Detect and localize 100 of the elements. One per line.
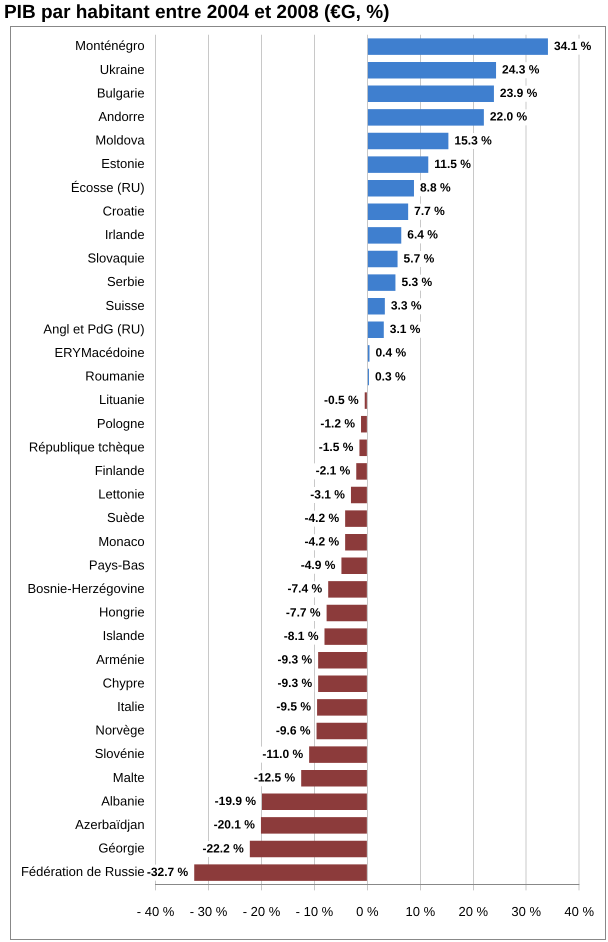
chart-title: PIB par habitant entre 2004 et 2008 (€G, %) [4,2,390,24]
bar [317,699,367,716]
bar [194,864,367,881]
y-tick-label: Pologne [96,416,145,431]
bar [368,62,496,78]
y-tick-label: Azerbaïdjan [75,816,145,832]
y-tick-label: Monténégro [75,38,145,54]
data-label: -3.1 % [310,487,346,502]
bar [318,676,367,692]
bar [361,416,367,432]
y-tick-label: Suisse [106,298,145,313]
y-tick-label: Écosse (RU) [70,180,145,195]
data-label: -9.3 % [277,652,312,667]
data-label: 7.7 % [414,204,446,218]
data-label: 24.3 % [502,62,540,77]
y-tick-label: Croatie [102,203,145,218]
data-label: 5.3 % [401,274,432,289]
bar [262,794,367,810]
y-tick-label: Lituanie [99,392,145,408]
data-label: -4.9 % [300,558,336,572]
x-tick-label: 10 % [406,904,436,919]
bar [368,86,494,102]
bar [356,463,367,480]
y-tick-label: Finlande [94,462,145,478]
x-tick-label: - 40 % [136,904,175,919]
y-tick-label: Chypre [102,675,145,690]
y-tick-label: Hongrie [99,604,145,620]
y-tick-label: République tchèque [28,439,145,454]
bar [328,581,367,598]
bar [368,274,396,291]
bar [368,227,402,244]
data-label: -7.4 % [288,582,323,596]
data-label: 6.4 % [407,228,438,242]
y-tick-label: Angl et PdG (RU) [43,321,145,336]
y-tick-label: Slovaquie [87,250,145,266]
data-label: 5.7 % [404,251,435,266]
bar [368,204,408,220]
data-label: -9.6 % [276,723,311,738]
data-label: -22.2 % [202,841,244,856]
bar [250,840,367,858]
y-tick-label: Estonie [101,156,145,172]
bar [368,250,398,268]
y-tick-label: Moldova [95,132,146,148]
y-tick-label: Pays-Bas [88,557,146,572]
data-label: -32.7 % [146,864,189,879]
data-label: 22.0 % [490,110,528,124]
y-tick-label: Bosnie-Herzégovine [27,580,145,596]
y-tick-label: Norvège [95,722,145,738]
bar [326,604,367,622]
bar [345,510,367,527]
data-label: 3.1 % [390,322,421,336]
bar [368,322,384,338]
bar [368,298,385,314]
y-tick-label: Andorre [98,108,145,124]
data-label: 0.3 % [374,369,406,384]
y-tick-label: Islande [102,628,145,644]
x-tick-label: 20 % [458,904,489,919]
y-tick-label: Ukraine [100,62,145,77]
bar [350,486,367,504]
bar [260,817,367,834]
x-tick-label: - 30 % [190,904,228,919]
data-label: 0.4 % [375,346,407,360]
data-label: -4.2 % [304,510,340,525]
y-tick-label: Malte [112,770,145,785]
bar [324,628,367,645]
data-label: -1.2 % [320,416,356,431]
data-label: -1.5 % [318,440,354,454]
x-tick-label: 0 % [356,904,380,919]
x-tick-label: 30 % [511,904,542,919]
data-label: 8.8 % [420,180,451,195]
data-label: -2.1 % [316,464,351,478]
data-label: 15.3 % [454,133,492,148]
bar [309,746,367,763]
data-label: 3.3 % [390,298,422,313]
y-tick-label: Roumanie [85,368,145,384]
x-tick-label: - 20 % [242,904,281,919]
x-tick-label: - 10 % [296,904,334,919]
y-tick-label: Bulgarie [96,85,145,100]
y-tick-label: Lettonie [98,486,145,502]
x-tick-label: 40 % [564,904,594,919]
data-label: -0.5 % [324,392,360,407]
data-label: 11.5 % [434,156,472,171]
y-tick-label: Monaco [98,534,145,549]
data-label: -8.1 % [284,628,319,643]
bar [368,156,428,173]
y-tick-label: Serbie [106,274,145,290]
bar [368,180,414,196]
bar [368,132,448,150]
data-label: -12.5 % [254,770,296,785]
y-tick-label: Italie [117,698,145,714]
data-label: -20.1 % [214,818,256,832]
bar [345,534,367,550]
y-tick-label: Irlande [104,226,145,242]
data-label: -4.2 % [304,534,340,549]
bar [341,558,367,574]
data-label: -19.9 % [214,794,256,808]
bar [316,722,367,740]
y-tick-label: Géorgie [98,840,145,856]
bar [359,440,367,456]
data-label: 34.1 % [554,38,592,53]
